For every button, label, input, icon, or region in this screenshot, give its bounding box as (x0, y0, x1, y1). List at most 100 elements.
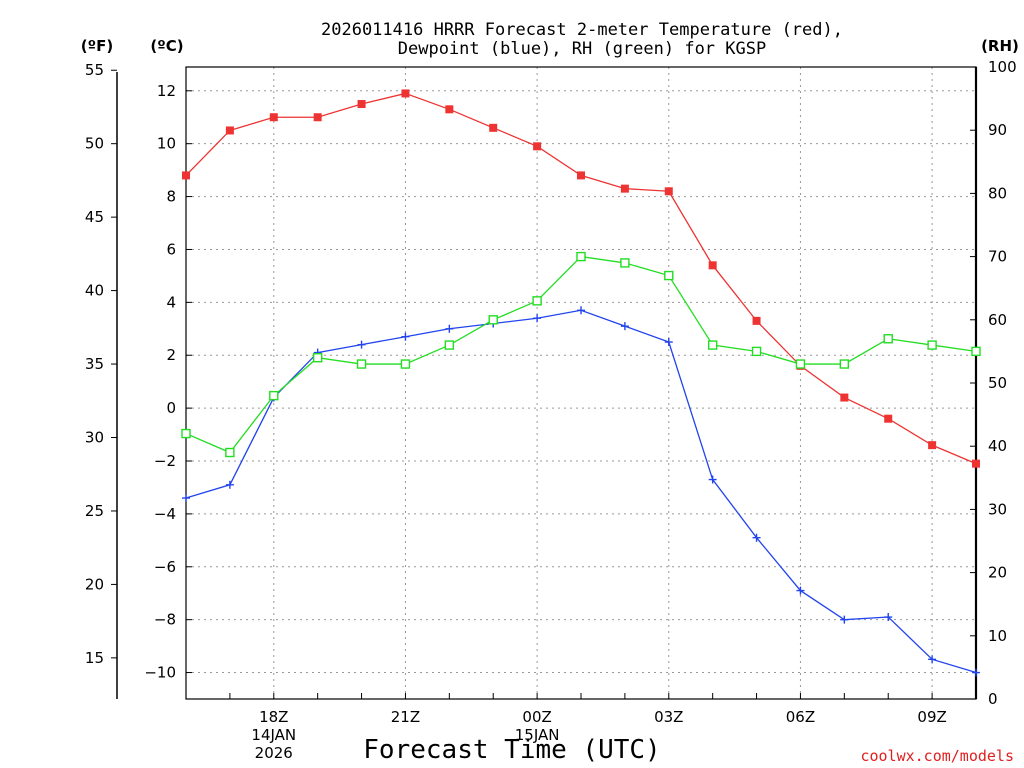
x-tick-label: 09Z (917, 708, 946, 726)
fahrenheit-tick-label: 40 (85, 282, 104, 300)
rh-point (971, 346, 981, 357)
temperature-point (928, 441, 937, 450)
rh-line (185, 255, 977, 454)
fahrenheit-tick-label: 50 (85, 135, 104, 153)
rh-tick-label: 70 (988, 248, 1007, 266)
chart-title-line2: Dewpoint (blue), RH (green) for KGSP (398, 39, 766, 59)
rh-point (488, 315, 498, 325)
dewpoint-point (577, 306, 585, 315)
rh-tick-label: 0 (988, 690, 998, 708)
rh-point (444, 340, 455, 350)
gridlines (186, 67, 976, 699)
temperature-line (185, 92, 977, 465)
rh-tick-label: 90 (988, 121, 1007, 139)
temperature-point (664, 187, 673, 196)
temperature-point (840, 393, 849, 402)
celsius-tick-label: 12 (157, 82, 176, 100)
x-tick-label: 14JAN (251, 726, 296, 744)
dewpoint-point (884, 613, 893, 622)
temperature-point (752, 316, 761, 325)
dewpoint-point (445, 324, 454, 333)
data-series (181, 89, 981, 677)
rh-unit-label: (RH) (981, 37, 1019, 55)
celsius-tick-label: −8 (154, 611, 176, 629)
rh-point (664, 270, 674, 281)
chart-title-line1: 2026011416 HRRR Forecast 2-meter Tempera… (321, 20, 843, 40)
celsius-tick-label: 0 (166, 399, 176, 417)
temperature-point (225, 126, 234, 135)
celsius-tick-label: −2 (154, 452, 176, 470)
celsius-tick-label: 10 (157, 135, 176, 153)
rh-tick-label: 100 (988, 58, 1017, 76)
credit-watermark: coolwx.com/models (860, 747, 1014, 765)
rh-tick-label: 40 (988, 437, 1007, 455)
fahrenheit-tick-label: 35 (85, 355, 104, 373)
rh-point (269, 390, 279, 401)
rh-point (400, 359, 411, 369)
dewpoint-point (796, 586, 805, 595)
temperature-point (533, 142, 542, 151)
fahrenheit-unit-label: (ºF) (81, 37, 113, 55)
fahrenheit-tick-label: 45 (85, 208, 104, 226)
celsius-tick-label: 8 (166, 188, 176, 206)
temperature-point (884, 414, 893, 423)
dewpoint-point (928, 655, 937, 664)
dewpoint-point (401, 332, 410, 341)
temperature-point (182, 171, 190, 180)
rh-point (839, 359, 850, 369)
rh-tick-label: 10 (988, 627, 1007, 645)
x-tick-label: 03Z (654, 708, 683, 726)
temperature-point (357, 100, 366, 109)
temperature-point (445, 105, 454, 114)
x-tick-label: 15JAN (515, 726, 560, 744)
x-tick-label: 00Z (522, 708, 551, 726)
rh-point (225, 447, 235, 458)
celsius-tick-label: 4 (166, 293, 176, 311)
rh-tick-label: 60 (988, 311, 1007, 329)
rh-point (751, 346, 762, 357)
fahrenheit-tick-label: 55 (85, 61, 104, 79)
rh-tick-label: 80 (988, 184, 1007, 202)
rh-point (181, 428, 191, 439)
temperature-point (313, 113, 322, 122)
celsius-tick-label: −10 (144, 664, 176, 682)
rh-point (707, 340, 718, 350)
rh-tick-label: 30 (988, 500, 1007, 518)
temperature-point (269, 113, 278, 122)
x-tick-label: 2026 (255, 744, 293, 762)
x-axis-title: Forecast Time (UTC) (363, 735, 660, 765)
dewpoint-point (357, 340, 366, 349)
temperature-point (489, 123, 498, 132)
dewpoint-point (620, 322, 629, 331)
rh-point (927, 340, 937, 350)
dewpoint-point (752, 533, 761, 542)
temperature-point (401, 89, 410, 98)
celsius-tick-label: 2 (166, 346, 176, 364)
x-tick-label: 18Z (259, 708, 288, 726)
temperature-point (972, 459, 980, 468)
rh-point (883, 334, 893, 344)
dewpoint-point (182, 494, 190, 503)
rh-tick-label: 50 (988, 374, 1007, 392)
rh-tick-label: 20 (988, 564, 1007, 582)
dewpoint-point (225, 480, 234, 489)
celsius-tick-label: 6 (166, 240, 176, 258)
rh-point (620, 258, 630, 268)
dewpoint-line (185, 309, 977, 674)
plot-frame (185, 66, 977, 700)
dewpoint-point (972, 668, 980, 677)
celsius-unit-label: (ºC) (150, 37, 183, 55)
celsius-tick-label: −6 (154, 558, 176, 576)
fahrenheit-tick-label: 20 (85, 575, 104, 593)
dewpoint-point (664, 338, 673, 347)
rh-point (795, 359, 806, 369)
axis-ticks: 121086420−2−4−6−8−1055504540353025201510… (85, 58, 1017, 708)
rh-point (532, 296, 542, 306)
rh-point (356, 359, 367, 369)
temperature-point (708, 261, 717, 270)
x-tick-label: 21Z (391, 708, 420, 726)
dewpoint-point (708, 475, 717, 484)
fahrenheit-tick-label: 30 (85, 429, 104, 447)
